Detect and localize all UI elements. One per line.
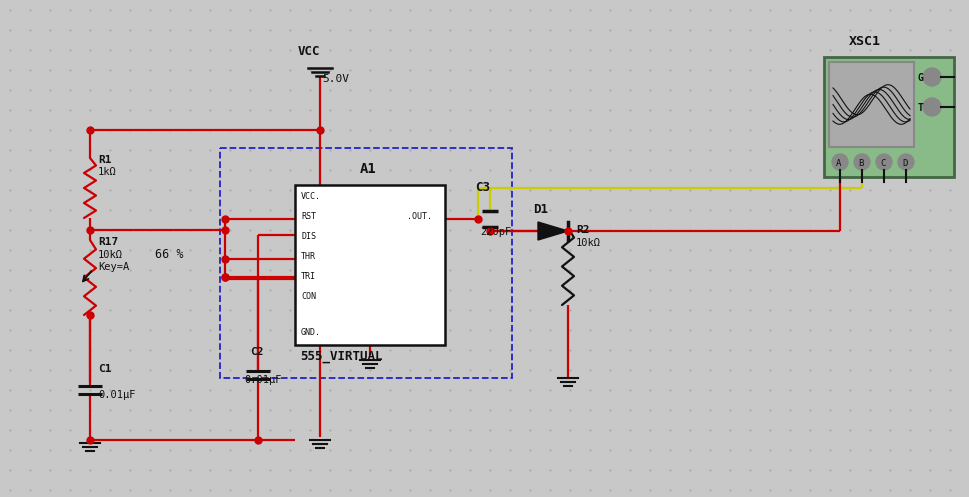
Text: A1: A1 (360, 162, 377, 176)
Text: C3: C3 (475, 181, 490, 194)
Text: R17: R17 (98, 237, 118, 247)
Text: VCC: VCC (298, 45, 321, 58)
Circle shape (854, 154, 870, 170)
Bar (295, 185, 445, 345)
Text: VCC.: VCC. (301, 192, 321, 201)
Bar (829, 62, 914, 147)
Text: 555_VIRTUAL: 555_VIRTUAL (300, 350, 383, 363)
Text: 66 %: 66 % (155, 248, 183, 261)
Text: G: G (918, 73, 923, 83)
Text: R2: R2 (576, 225, 589, 235)
Text: TRI: TRI (301, 272, 316, 281)
Circle shape (876, 154, 892, 170)
Text: 5.0V: 5.0V (322, 74, 349, 84)
Text: R1: R1 (98, 155, 111, 165)
Text: 10kΩ: 10kΩ (576, 238, 601, 248)
Text: 0.01μF: 0.01μF (244, 375, 282, 385)
Text: D: D (902, 159, 907, 168)
Circle shape (898, 154, 914, 170)
Text: RST: RST (301, 212, 316, 221)
Bar (824, 57, 954, 177)
Text: .OUT.: .OUT. (407, 212, 432, 221)
Text: THR: THR (301, 252, 316, 261)
Text: GND.: GND. (301, 328, 321, 337)
Circle shape (832, 154, 848, 170)
Text: DIS: DIS (301, 232, 316, 241)
Circle shape (923, 68, 941, 86)
Circle shape (923, 98, 941, 116)
Bar (220, 148, 512, 378)
Text: D1: D1 (533, 203, 548, 216)
Text: C2: C2 (250, 347, 264, 357)
Text: C1: C1 (98, 364, 111, 374)
Text: B: B (858, 159, 863, 168)
Text: 10kΩ: 10kΩ (98, 250, 123, 260)
Text: XSC1: XSC1 (849, 35, 881, 48)
Text: T: T (918, 103, 923, 113)
Text: Key=A: Key=A (98, 262, 129, 272)
Polygon shape (538, 222, 568, 240)
Text: 1kΩ: 1kΩ (98, 167, 116, 177)
Text: C: C (880, 159, 886, 168)
Text: A: A (836, 159, 841, 168)
Text: CON: CON (301, 292, 316, 301)
Text: 0.01μF: 0.01μF (98, 390, 136, 400)
Text: 220pF: 220pF (480, 227, 512, 237)
